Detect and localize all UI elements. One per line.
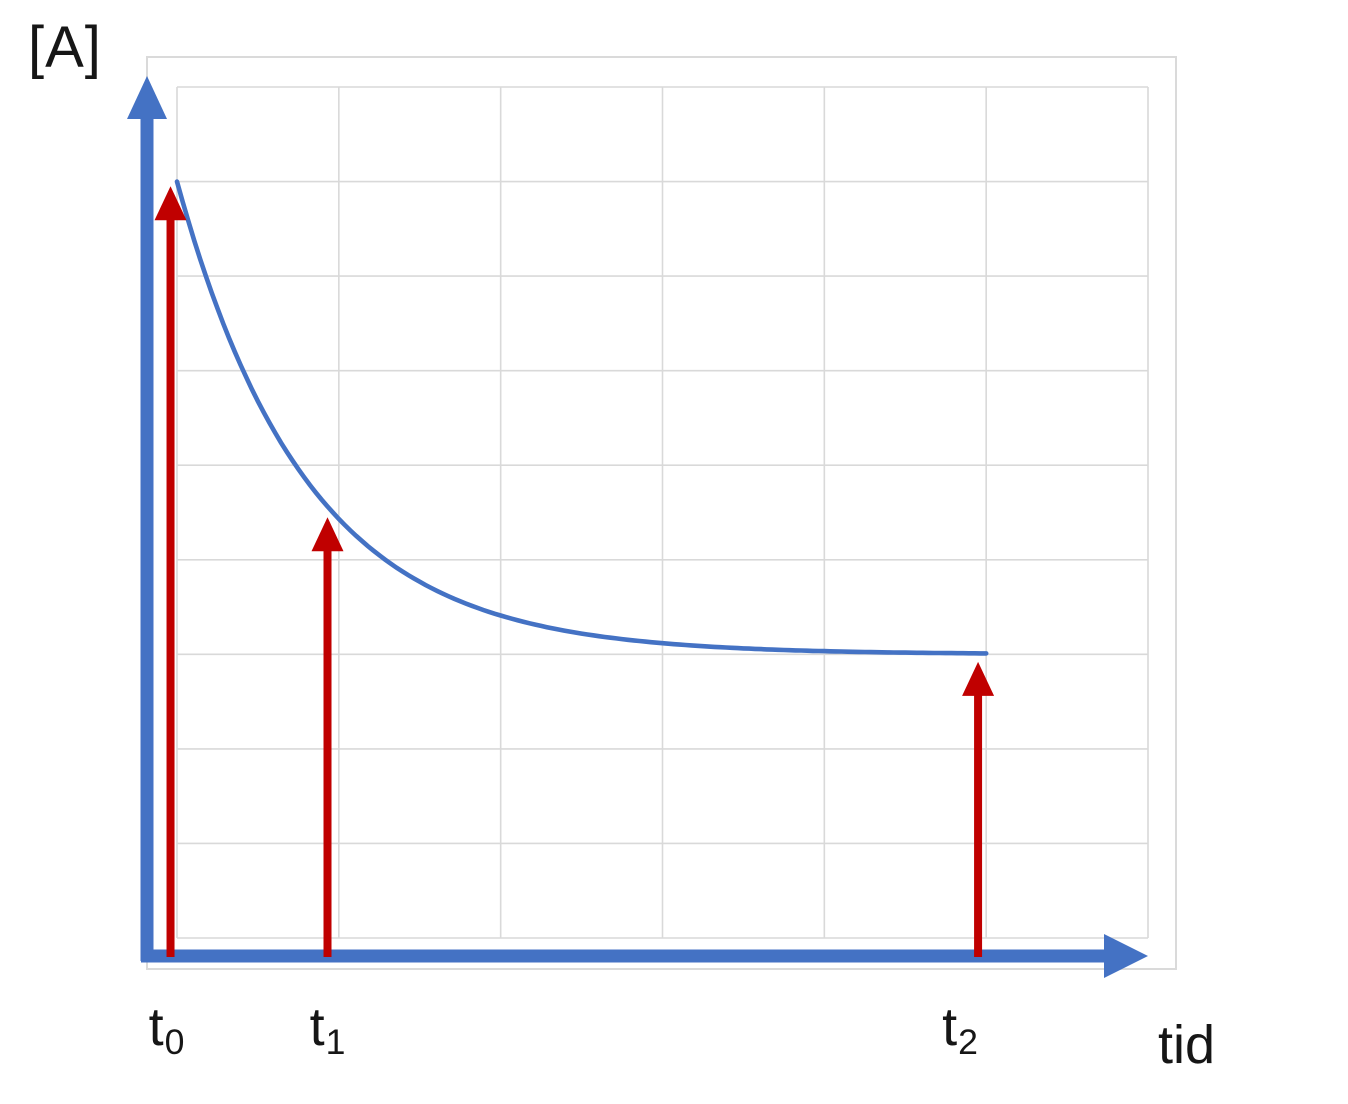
x-axis-label: tid (1158, 1015, 1216, 1075)
decay-curve (174, 179, 989, 656)
tick-t1-base: t (309, 997, 325, 1057)
tick-label-t0: t0 (149, 996, 185, 1063)
tick-t2-base: t (942, 997, 958, 1057)
chart-frame (146, 56, 1177, 970)
tick-label-t1: t1 (310, 996, 346, 1063)
tick-t0-subscript: 0 (164, 1021, 185, 1062)
tick-t1-subscript: 1 (325, 1021, 346, 1062)
tick-t0-base: t (148, 997, 164, 1057)
marker-arrowhead-icon-t2 (962, 661, 995, 696)
y-axis-arrowhead-icon (127, 76, 167, 119)
tick-label-t2: t2 (942, 996, 978, 1063)
y-axis-label: [A] (28, 15, 102, 80)
marker-arrowhead-icon-t0 (154, 186, 187, 221)
marker-arrowhead-icon-t1 (311, 517, 344, 552)
x-axis-arrowhead-icon (1104, 934, 1148, 978)
tick-t2-subscript: 2 (958, 1021, 978, 1062)
